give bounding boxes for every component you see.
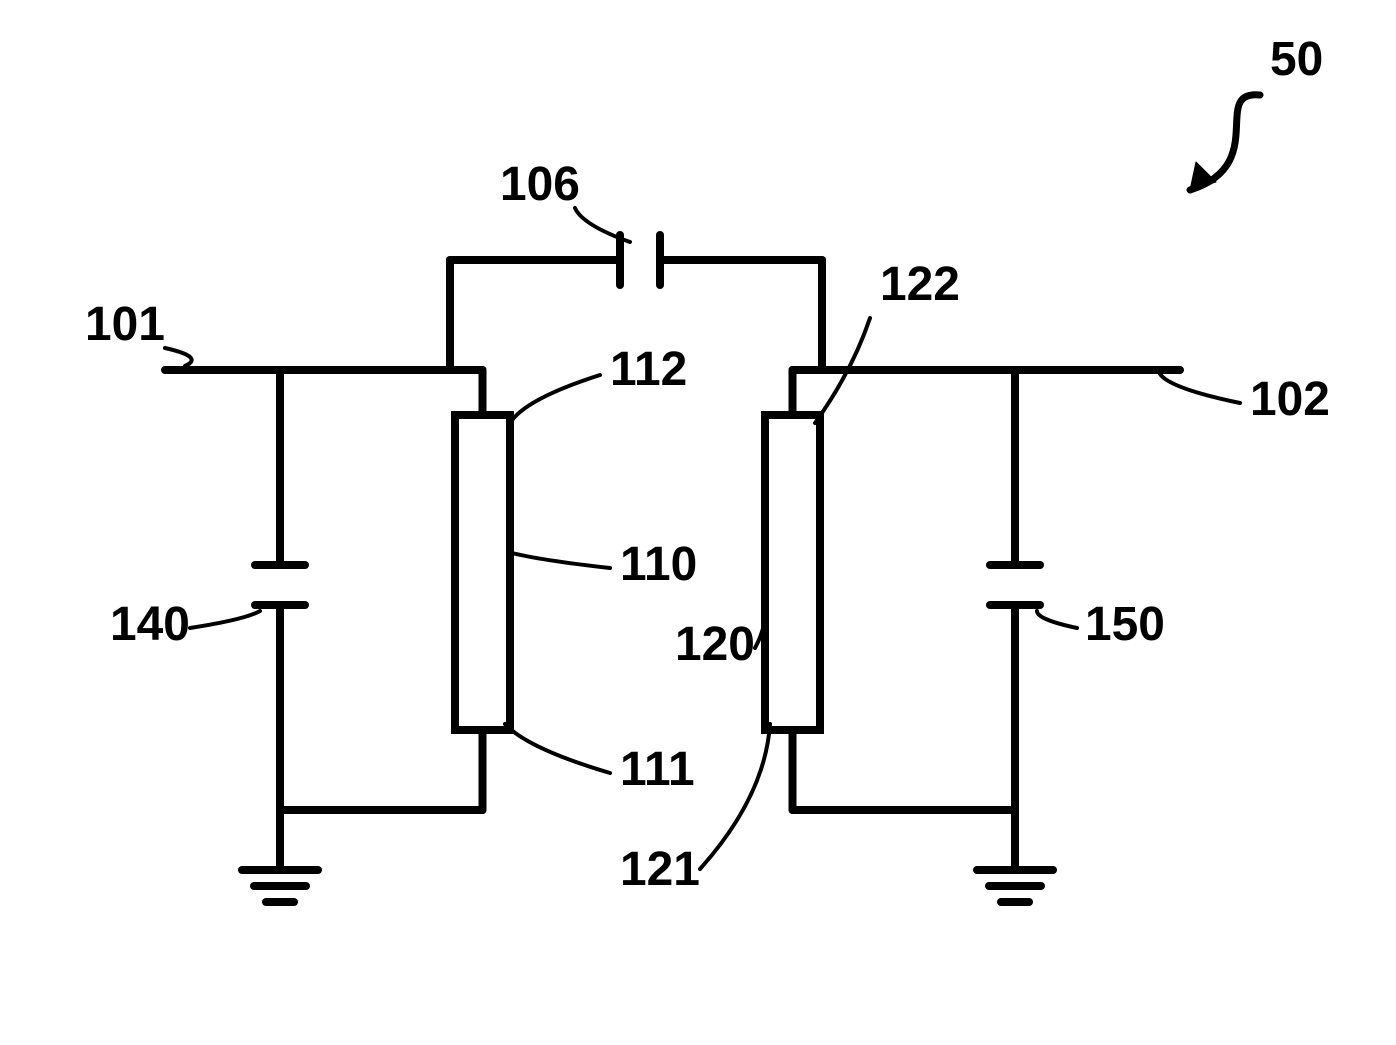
- label-121: 121: [620, 843, 700, 896]
- label-102: 102: [1250, 373, 1330, 426]
- label-110: 110: [620, 538, 697, 591]
- label-112: 112: [610, 343, 687, 396]
- label-111: 111: [620, 743, 695, 796]
- label-120: 120: [675, 618, 755, 671]
- label-140: 140: [110, 598, 190, 651]
- label-122: 122: [880, 258, 960, 311]
- label-106: 106: [500, 158, 580, 211]
- label-101: 101: [85, 298, 165, 351]
- label-figure-number: 50: [1270, 33, 1323, 86]
- circuit-diagram: 50 106 101 102 112 122 110 120 111 121 140 150: [0, 0, 1396, 1045]
- label-150: 150: [1085, 598, 1165, 651]
